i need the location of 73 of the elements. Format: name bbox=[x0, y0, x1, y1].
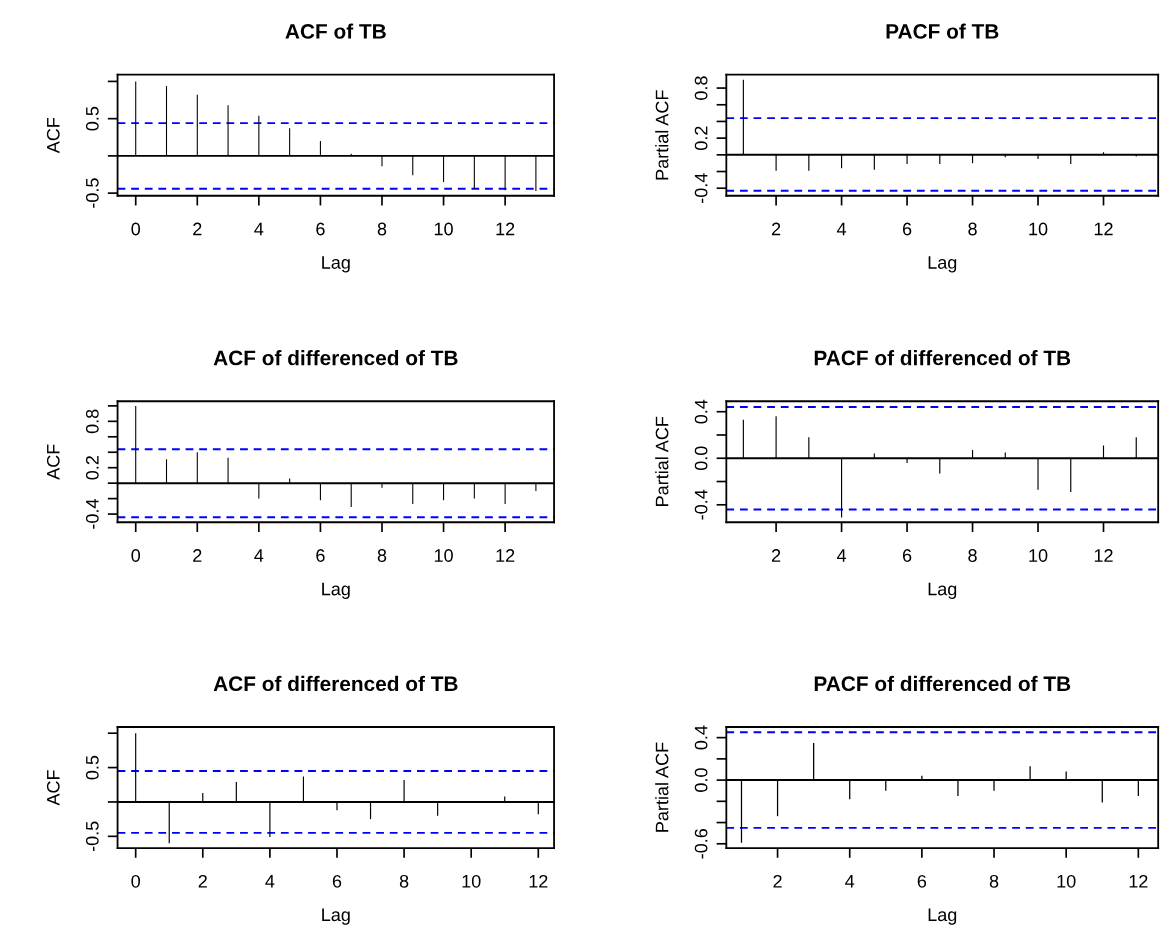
x-tick-label: 6 bbox=[902, 222, 912, 236]
y-tick-label: -0.5 bbox=[85, 821, 99, 852]
x-tick-label: 8 bbox=[968, 549, 977, 562]
chart-title: ACF of differenced of TB bbox=[213, 675, 458, 692]
chart-title: PACF of differenced of TB bbox=[814, 675, 1071, 692]
x-tick-label: 10 bbox=[1029, 549, 1048, 562]
x-tick-label: 0 bbox=[131, 874, 140, 888]
x-axis-title: Lag bbox=[928, 582, 957, 599]
x-tick-label: 12 bbox=[496, 549, 515, 562]
x-tick-label: 10 bbox=[1057, 874, 1076, 888]
x-tick-label: 10 bbox=[462, 874, 481, 888]
x-tick-label: 6 bbox=[316, 222, 325, 236]
x-tick-label: 4 bbox=[836, 549, 847, 562]
x-axis-title: Lag bbox=[928, 908, 957, 925]
x-tick-label: 2 bbox=[193, 222, 202, 236]
x-axis-title: Lag bbox=[322, 908, 350, 925]
x-tick-label: 10 bbox=[434, 549, 453, 562]
y-axis-title: ACF bbox=[46, 444, 60, 480]
y-axis-title: ACF bbox=[46, 117, 60, 154]
x-tick-label: 10 bbox=[434, 222, 453, 236]
x-tick-label: 12 bbox=[529, 874, 548, 888]
y-tick-label: -0.5 bbox=[85, 178, 99, 208]
chart-title: ACF of differenced of TB bbox=[213, 350, 458, 366]
x-tick-label: 2 bbox=[773, 874, 782, 888]
y-axis-title: Partial ACF bbox=[655, 416, 669, 506]
x-tick-label: 12 bbox=[1094, 549, 1113, 562]
x-axis-title: Lag bbox=[322, 256, 350, 273]
y-tick-label: -0.4 bbox=[85, 499, 99, 529]
chart-title: PACF of TB bbox=[886, 23, 999, 39]
x-axis-title: Lag bbox=[322, 582, 350, 599]
y-tick-label: 0.5 bbox=[85, 755, 99, 780]
y-tick-label: 0.0 bbox=[694, 768, 708, 792]
x-tick-label: 0 bbox=[131, 549, 141, 562]
y-tick-label: 0.8 bbox=[85, 409, 99, 434]
x-tick-label: 12 bbox=[496, 222, 515, 236]
x-axis-title: Lag bbox=[928, 256, 957, 273]
y-axis-title: Partial ACF bbox=[655, 742, 669, 832]
y-tick-label: -0.4 bbox=[694, 173, 708, 203]
x-tick-label: 0 bbox=[131, 222, 141, 236]
x-tick-label: 4 bbox=[254, 222, 264, 236]
y-tick-label: -0.6 bbox=[694, 829, 708, 859]
y-tick-label: -0.4 bbox=[694, 489, 708, 520]
y-tick-label: 0.4 bbox=[694, 725, 708, 750]
y-axis-title: Partial ACF bbox=[655, 90, 669, 180]
y-axis-title: ACF bbox=[46, 770, 60, 806]
y-tick-label: 0.0 bbox=[694, 446, 708, 471]
x-tick-label: 8 bbox=[399, 874, 409, 888]
x-tick-label: 6 bbox=[917, 874, 927, 888]
x-tick-label: 8 bbox=[968, 222, 977, 236]
y-tick-label: 0.2 bbox=[694, 126, 708, 150]
x-tick-label: 8 bbox=[377, 222, 387, 236]
x-tick-label: 12 bbox=[1129, 874, 1148, 888]
x-tick-label: 2 bbox=[771, 549, 781, 562]
y-tick-label: 0.2 bbox=[85, 456, 99, 480]
x-tick-label: 8 bbox=[377, 549, 387, 562]
y-tick-label: 0.4 bbox=[694, 399, 708, 424]
x-tick-label: 10 bbox=[1029, 222, 1048, 236]
chart-title: PACF of differenced of TB bbox=[814, 350, 1071, 366]
y-tick-label: 0.8 bbox=[694, 76, 708, 100]
x-tick-label: 4 bbox=[254, 549, 264, 562]
x-tick-label: 4 bbox=[265, 875, 275, 888]
chart-title: ACF of TB bbox=[285, 23, 386, 39]
x-tick-label: 12 bbox=[1094, 222, 1113, 236]
x-tick-label: 2 bbox=[771, 222, 781, 236]
x-tick-label: 4 bbox=[836, 222, 847, 236]
x-tick-label: 6 bbox=[316, 549, 325, 562]
x-tick-label: 2 bbox=[193, 549, 202, 562]
x-tick-label: 8 bbox=[989, 874, 999, 888]
x-tick-label: 4 bbox=[845, 875, 855, 888]
y-tick-label: 0.5 bbox=[85, 106, 99, 131]
x-tick-label: 6 bbox=[332, 874, 342, 888]
x-tick-label: 6 bbox=[902, 549, 912, 562]
x-tick-label: 2 bbox=[198, 874, 207, 888]
